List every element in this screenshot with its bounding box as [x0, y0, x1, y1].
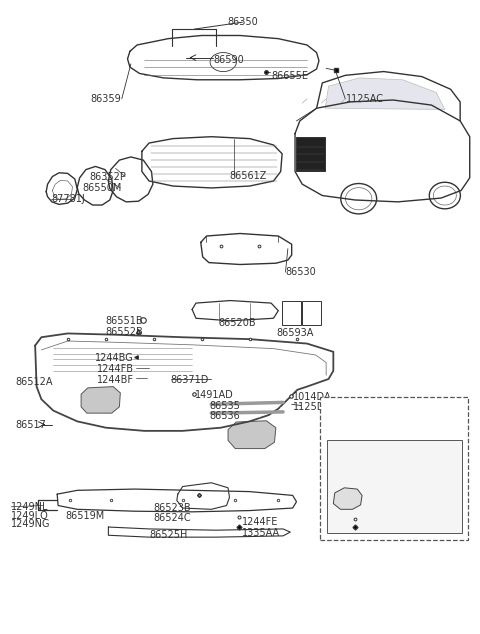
FancyBboxPatch shape — [321, 398, 468, 540]
Text: 87781J: 87781J — [51, 195, 84, 204]
Text: 86593A: 86593A — [276, 328, 313, 338]
Text: 86561Z: 86561Z — [229, 171, 267, 181]
Text: 86352P: 86352P — [89, 172, 126, 181]
Text: 86519M: 86519M — [65, 510, 105, 521]
Text: 86520B: 86520B — [218, 318, 256, 328]
Text: 1014DA: 1014DA — [293, 392, 331, 402]
Text: 1244BF: 1244BF — [97, 375, 134, 385]
Bar — [327, 440, 462, 533]
Text: 86552B: 86552B — [106, 327, 144, 337]
Text: 86590: 86590 — [214, 55, 244, 65]
Text: 86512A: 86512A — [15, 377, 52, 387]
Text: 1249LQ: 1249LQ — [11, 510, 49, 521]
Text: 86536: 86536 — [210, 411, 240, 421]
Text: 86371D: 86371D — [170, 375, 209, 385]
Text: 1125DB: 1125DB — [293, 402, 332, 412]
Text: 86525H: 86525H — [149, 530, 187, 540]
Polygon shape — [325, 78, 445, 110]
Text: 18647: 18647 — [334, 521, 364, 531]
Polygon shape — [81, 387, 120, 413]
Bar — [302, 301, 322, 325]
Text: 86523B: 86523B — [154, 503, 192, 513]
Polygon shape — [333, 488, 362, 509]
Text: 86530: 86530 — [286, 267, 316, 277]
Text: 86655E: 86655E — [271, 71, 308, 81]
Text: 86535: 86535 — [210, 401, 241, 411]
Polygon shape — [228, 421, 276, 449]
Text: 1249NG: 1249NG — [11, 519, 51, 529]
Text: 86550M: 86550M — [82, 183, 121, 193]
Text: 1491AD: 1491AD — [194, 391, 233, 401]
Text: 1244BG: 1244BG — [95, 353, 134, 363]
Text: 92202: 92202 — [342, 425, 373, 434]
Text: 1335AA: 1335AA — [242, 528, 280, 538]
Text: 86517: 86517 — [15, 420, 46, 430]
Text: X92231: X92231 — [346, 460, 383, 469]
Text: 86359: 86359 — [91, 94, 121, 104]
Bar — [296, 137, 324, 172]
Text: (W/FOG LAMP): (W/FOG LAMP) — [333, 400, 399, 409]
Text: 86524C: 86524C — [154, 513, 192, 523]
Text: 1244FE: 1244FE — [242, 517, 279, 527]
Text: 1125AC: 1125AC — [346, 94, 384, 104]
Bar — [282, 301, 301, 325]
Text: 86551B: 86551B — [106, 316, 144, 326]
Text: 92201: 92201 — [342, 415, 372, 425]
Text: 1249NL: 1249NL — [11, 501, 49, 512]
Text: 86350: 86350 — [227, 17, 258, 27]
Text: 1244FB: 1244FB — [97, 364, 134, 374]
Text: 92241: 92241 — [349, 450, 380, 459]
